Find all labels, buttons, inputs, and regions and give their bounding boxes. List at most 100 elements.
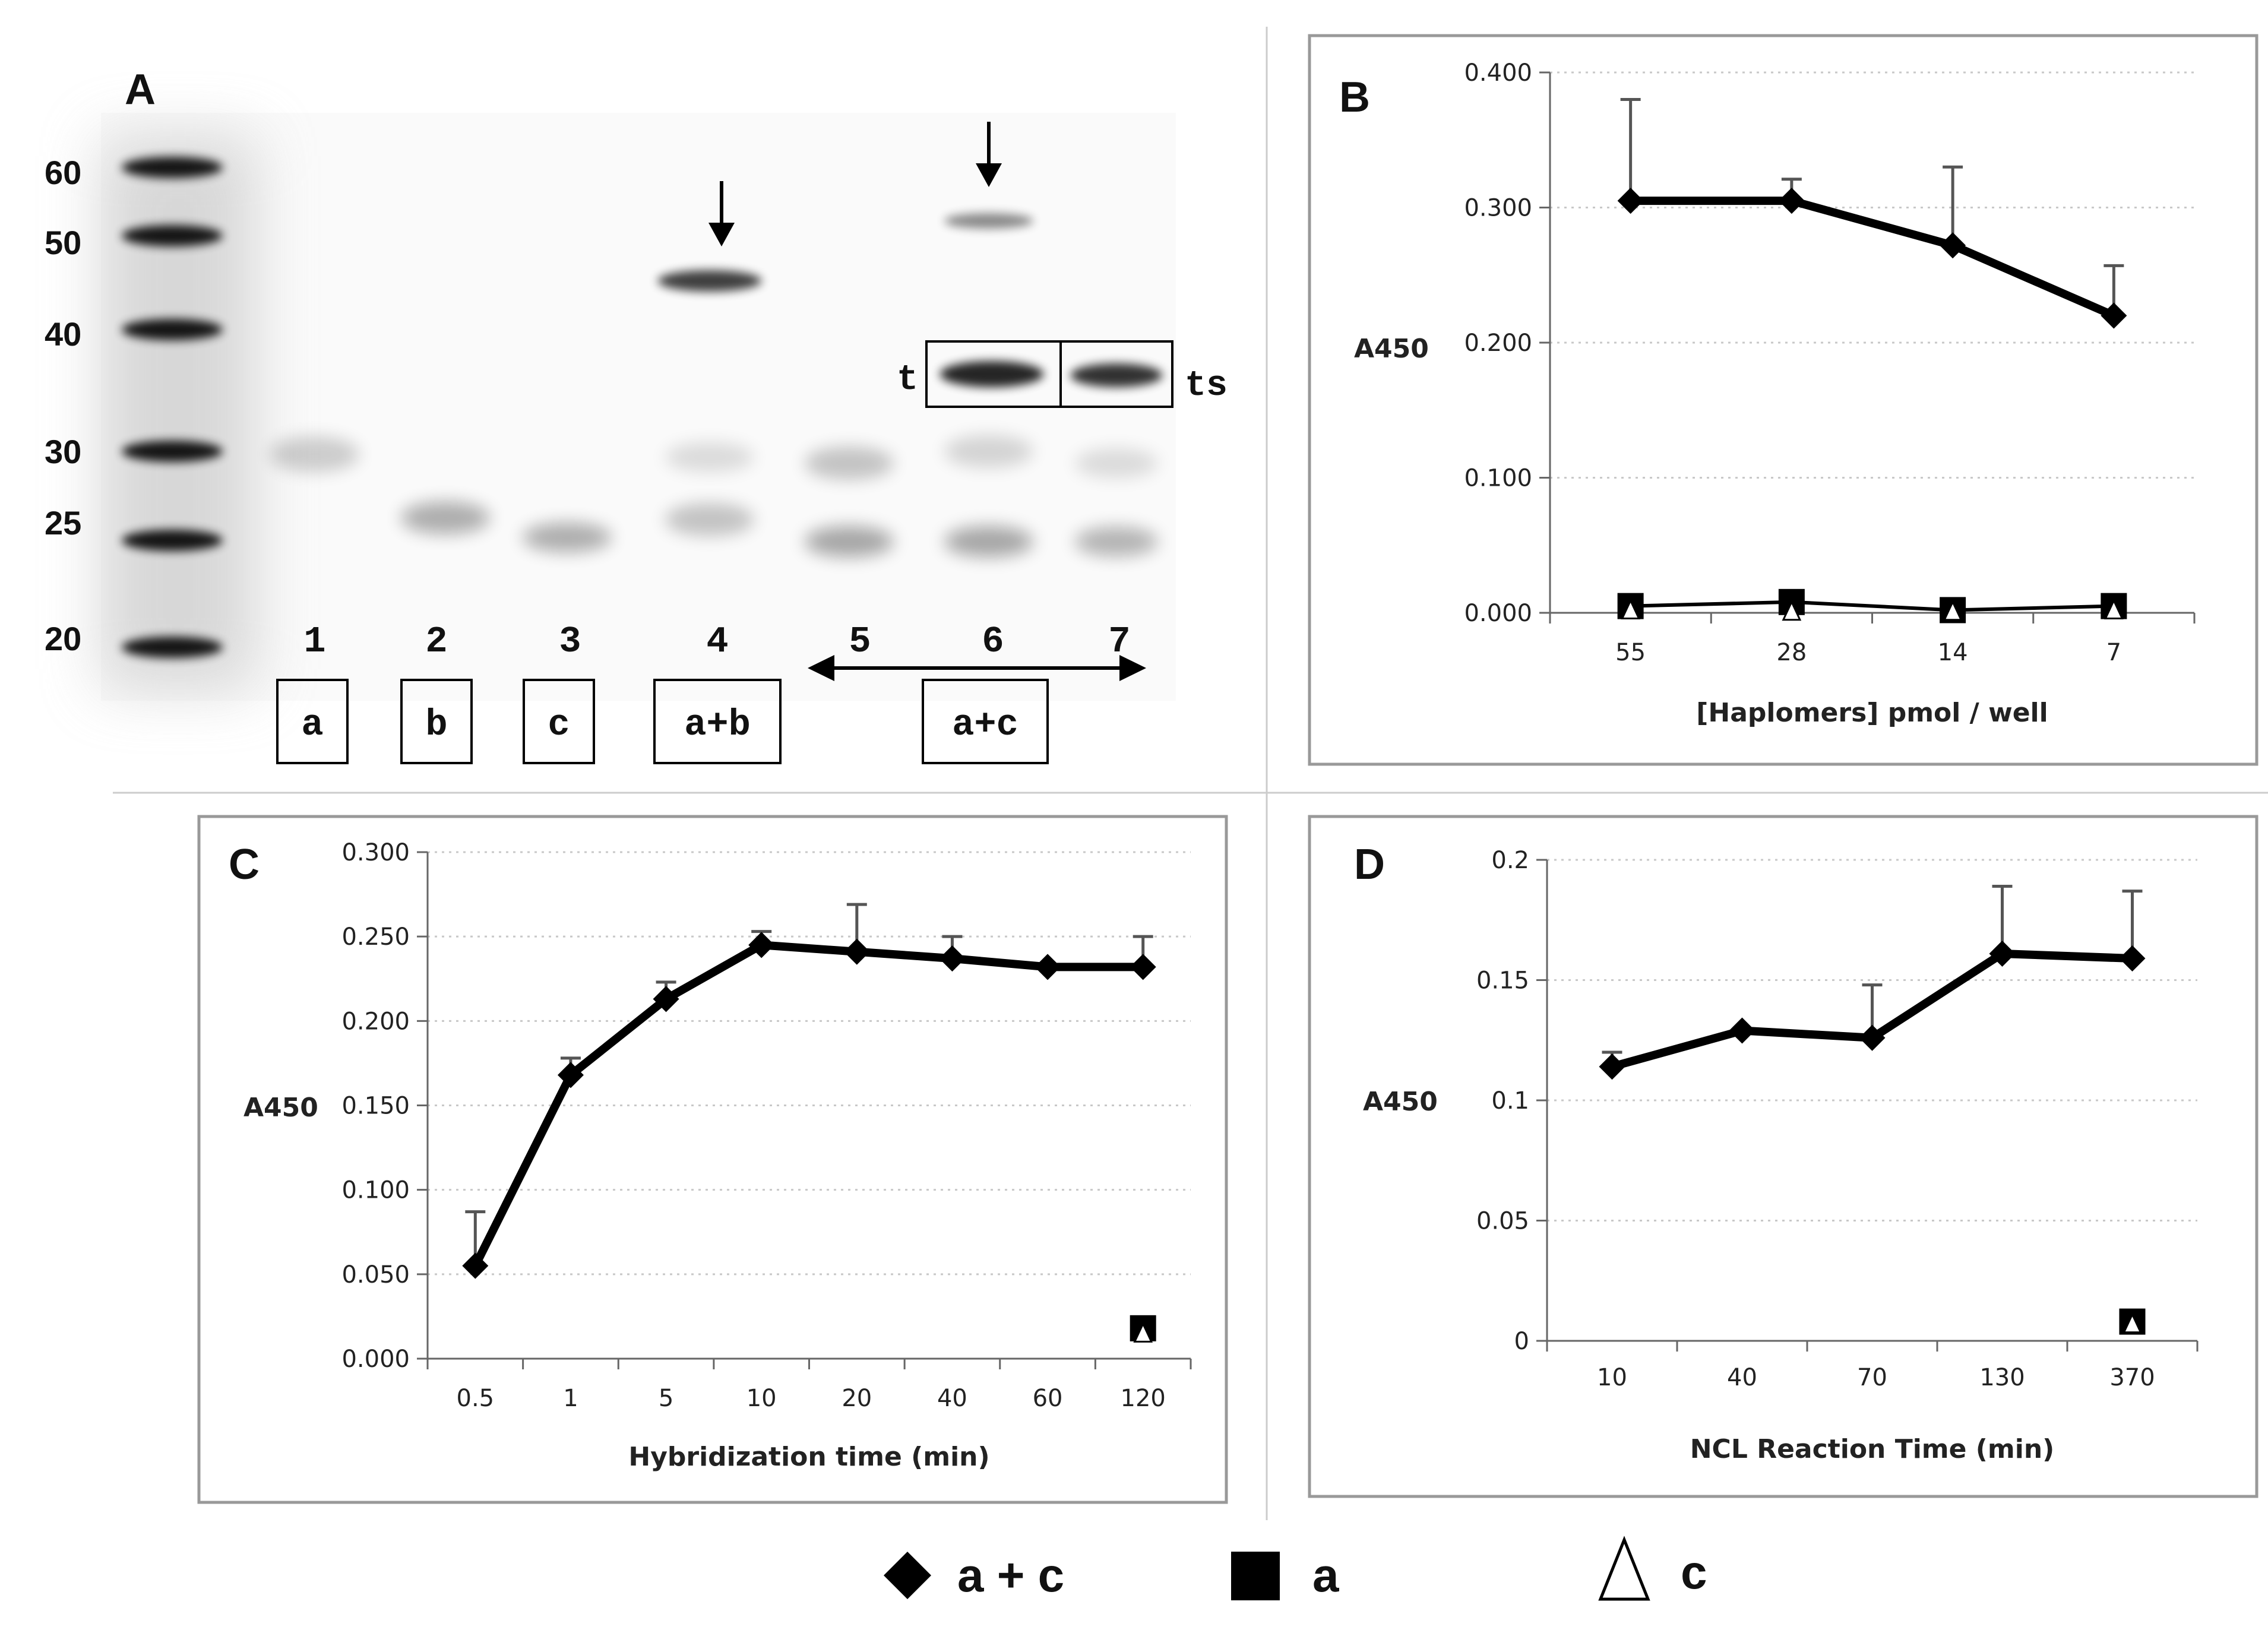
series-ac-point — [939, 945, 966, 972]
series-ac-point — [653, 986, 679, 1012]
series-ac-point — [748, 932, 775, 958]
panel-b: B 0.000 0.100 0.200 0.300 0.400 55 28 14 7 [Haplo… — [1308, 34, 2258, 766]
x-tick-label: 40 — [1727, 1364, 1757, 1391]
x-tick-label: 1 — [563, 1385, 578, 1412]
gel-band — [523, 523, 612, 552]
mw-marker-label: 30 — [45, 433, 81, 470]
x-tick-label: 70 — [1857, 1364, 1887, 1391]
y-tick-label: 0.05 — [1476, 1208, 1529, 1235]
y-tick-label: 0.1 — [1491, 1087, 1529, 1115]
sample-label: b — [425, 704, 447, 746]
series-ac-point — [1940, 232, 1966, 259]
series-ac-point — [1778, 188, 1805, 214]
y-tick-label: 0.150 — [341, 1093, 410, 1120]
x-tick-label: 40 — [937, 1385, 967, 1412]
sample-label: a+b — [684, 704, 751, 746]
x-axis-title: [Haplomers] pmol / well — [1696, 698, 2048, 728]
x-axis-title: Hybridization time (min) — [628, 1442, 989, 1472]
series-ac-point — [1617, 188, 1644, 214]
panel-a-label: A — [125, 66, 156, 113]
x-tick-label: 0.5 — [457, 1385, 495, 1412]
down-arrow-icon — [976, 122, 1002, 187]
x-tick-label: 120 — [1121, 1385, 1166, 1412]
y-tick-label: 0.050 — [341, 1261, 410, 1289]
y-tick-label: 0 — [1514, 1328, 1529, 1355]
y-tick-label: 0.400 — [1464, 59, 1532, 87]
series-ac-point — [462, 1252, 489, 1279]
legend-label-a: a — [1312, 1549, 1339, 1602]
series-c-point — [1133, 1321, 1153, 1343]
y-tick-label: 0.000 — [341, 1346, 410, 1373]
sample-box — [653, 679, 782, 764]
y-tick-label: 0.300 — [1464, 195, 1532, 222]
y-tick-label: 0.300 — [341, 839, 410, 866]
series-c-point — [1782, 600, 1802, 621]
y-tick-label: 0.2 — [1491, 847, 1529, 874]
sample-box — [523, 679, 595, 764]
ladder-band — [122, 225, 223, 246]
legend-diamond-icon — [884, 1552, 931, 1599]
series-c-point — [2104, 598, 2124, 619]
chart-c: 0.000 0.050 0.100 0.150 0.200 0.250 0.300 0.5 1 5… — [243, 839, 1192, 1472]
ladder-band — [122, 637, 223, 658]
series-ac-point — [2101, 302, 2127, 329]
band-label-ts: ts — [1185, 366, 1228, 406]
legend-label-c: c — [1681, 1546, 1707, 1599]
lane-number-label: 3 — [559, 621, 581, 663]
gel-band — [805, 447, 894, 480]
down-arrow-icon — [708, 181, 735, 246]
series-ac-point — [557, 1062, 584, 1088]
y-axis-title: A450 — [1354, 334, 1429, 364]
x-tick-label: 20 — [842, 1385, 872, 1412]
series-ac-point — [1989, 940, 2016, 967]
y-tick-label: 0.100 — [341, 1177, 410, 1204]
series-ac-point — [2119, 945, 2146, 972]
series-a-line — [1630, 600, 2114, 612]
panel-b-label: B — [1339, 74, 1370, 121]
mw-marker-label: 40 — [45, 315, 81, 353]
panel-d-label: D — [1354, 841, 1385, 888]
mw-labels: 60 50 40 30 25 20 — [45, 154, 81, 657]
gel-band — [665, 442, 754, 472]
y-axis-title: A450 — [243, 1093, 318, 1123]
y-tick-label: 0.000 — [1464, 600, 1532, 627]
legend-label-ac: a + c — [957, 1549, 1064, 1602]
ladder-band — [122, 319, 223, 340]
y-tick-label: 0.200 — [1464, 330, 1532, 357]
gel-band — [657, 270, 762, 292]
ladder-band — [122, 530, 223, 551]
y-tick-label: 0.15 — [1476, 967, 1529, 995]
double-arrow-icon — [808, 655, 1146, 681]
x-tick-label: 7 — [2106, 639, 2121, 666]
lane-number-label: 5 — [849, 621, 871, 663]
lane-number-label: 2 — [425, 621, 447, 663]
x-tick-label: 28 — [1776, 639, 1807, 666]
chart-b: 0.000 0.100 0.200 0.300 0.400 55 28 14 7 [Haplome… — [1354, 59, 2196, 728]
panel-d: D 0 0.05 0.1 0.15 0.2 10 40 70 130 370 NCL Reactio… — [1308, 815, 2258, 1498]
gel-band — [1075, 448, 1158, 478]
x-tick-label: 55 — [1615, 639, 1646, 666]
lane-number-label: 1 — [303, 621, 325, 663]
mw-marker-label: 50 — [45, 224, 81, 261]
y-tick-label: 0.250 — [341, 923, 410, 951]
x-tick-label: 60 — [1033, 1385, 1063, 1412]
gel-band — [805, 526, 894, 557]
series-ac-point — [1859, 1024, 1886, 1051]
band-label-t: t — [897, 360, 918, 400]
gel-band — [944, 435, 1033, 468]
panel-c-frame — [197, 815, 1228, 1504]
x-tick-label: 5 — [659, 1385, 673, 1412]
x-tick-label: 130 — [1979, 1364, 2025, 1391]
mw-marker-label: 20 — [45, 620, 81, 657]
series-c-point — [1943, 600, 1963, 621]
lane-number-label: 6 — [982, 621, 1004, 663]
series-ac-line — [1630, 197, 2116, 319]
sample-label: a — [301, 704, 323, 746]
band-box-ts — [1059, 340, 1173, 408]
sample-label: a+c — [952, 704, 1018, 746]
x-tick-label: 10 — [1597, 1364, 1627, 1391]
